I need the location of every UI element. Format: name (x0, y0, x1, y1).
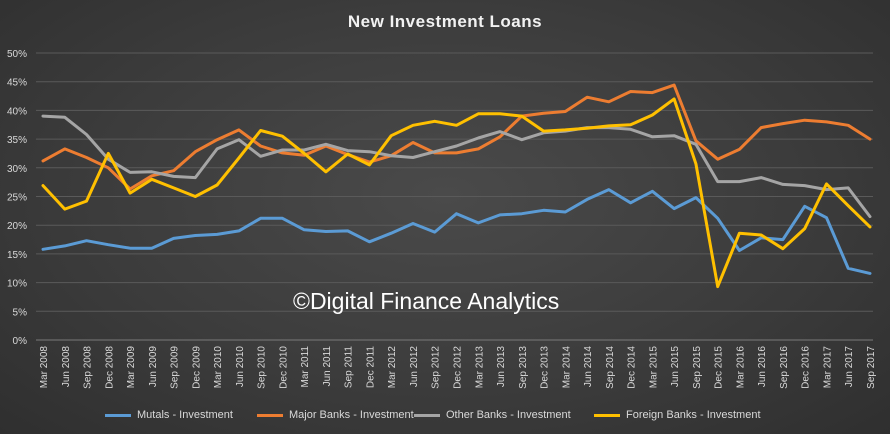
y-tick-label: 50% (7, 49, 27, 60)
legend-item: Mutals - Investment (105, 404, 233, 426)
x-tick-label: Mar 2010 (213, 346, 224, 389)
x-tick-label: Mar 2016 (735, 346, 746, 389)
x-tick-label: Dec 2012 (453, 346, 464, 389)
x-tick-label: Mar 2013 (474, 346, 485, 389)
x-tick-label: Mar 2008 (39, 346, 50, 389)
x-tick-label: Jun 2016 (757, 346, 768, 388)
legend-swatch (594, 413, 620, 417)
legend-swatch (414, 413, 440, 417)
chart-legend: Mutals - Investment Major Banks - Investm… (0, 404, 890, 426)
x-tick-label: Dec 2011 (365, 346, 376, 389)
chart-title: New Investment Loans (347, 12, 543, 31)
legend-item: Other Banks - Investment (414, 404, 571, 426)
y-tick-label: 5% (13, 307, 28, 318)
x-tick-label: Jun 2008 (61, 346, 72, 388)
legend-label: Mutals - Investment (137, 409, 233, 421)
x-tick-label: Jun 2012 (409, 346, 420, 388)
x-tick-label: Sep 2009 (170, 346, 181, 389)
legend-label: Major Banks - Investment (289, 409, 414, 421)
x-tick-label: Mar 2017 (822, 346, 833, 389)
x-tick-label: Jun 2013 (496, 346, 507, 388)
legend-swatch (257, 413, 283, 417)
series-line (41, 83, 872, 191)
x-tick-label: Jun 2011 (322, 346, 333, 387)
x-tick-label: Sep 2012 (431, 346, 442, 389)
x-tick-label: Jun 2015 (670, 346, 681, 388)
x-tick-label: Dec 2014 (627, 346, 638, 389)
x-tick-label: Jun 2009 (148, 346, 159, 388)
x-tick-label: Sep 2011 (344, 346, 355, 389)
x-tick-label: Sep 2013 (518, 346, 529, 389)
x-tick-label: Sep 2014 (605, 346, 616, 389)
series-line (41, 97, 872, 289)
x-tick-label: Sep 2015 (692, 346, 703, 389)
x-tick-label: Mar 2014 (561, 346, 572, 389)
x-tick-label: Dec 2009 (191, 346, 202, 389)
x-tick-label: Sep 2017 (866, 346, 877, 389)
legend-item: Foreign Banks - Investment (594, 404, 761, 426)
x-tick-label: Mar 2012 (387, 346, 398, 389)
x-tick-label: Dec 2010 (278, 346, 289, 389)
series-line (41, 188, 872, 275)
x-tick-label: Jun 2010 (235, 346, 246, 388)
watermark-text: ©Digital Finance Analytics (293, 288, 560, 314)
x-tick-label: Dec 2015 (714, 346, 725, 389)
series-line (41, 114, 872, 219)
x-tick-label: Sep 2016 (779, 346, 790, 389)
y-tick-label: 40% (7, 106, 27, 117)
x-tick-label: Sep 2010 (257, 346, 268, 389)
legend-item: Major Banks - Investment (257, 404, 414, 426)
y-tick-label: 0% (13, 336, 28, 347)
x-tick-label: Sep 2008 (83, 346, 94, 389)
y-tick-label: 25% (7, 193, 27, 204)
y-tick-label: 15% (7, 250, 27, 261)
y-tick-label: 30% (7, 164, 27, 175)
y-tick-label: 45% (7, 78, 27, 89)
x-tick-label: Mar 2011 (300, 346, 311, 388)
x-tick-label: Mar 2009 (126, 346, 137, 389)
x-tick-label: Jun 2017 (844, 346, 855, 388)
y-tick-label: 20% (7, 221, 27, 232)
x-tick-label: Dec 2008 (104, 346, 115, 389)
y-tick-label: 35% (7, 135, 27, 146)
legend-swatch (105, 413, 131, 417)
legend-label: Foreign Banks - Investment (626, 409, 761, 421)
x-tick-label: Mar 2015 (648, 346, 659, 389)
x-tick-label: Dec 2016 (801, 346, 812, 389)
legend-label: Other Banks - Investment (446, 409, 571, 421)
y-tick-label: 10% (7, 279, 27, 290)
x-tick-label: Dec 2013 (540, 346, 551, 389)
x-tick-label: Jun 2014 (583, 346, 594, 388)
